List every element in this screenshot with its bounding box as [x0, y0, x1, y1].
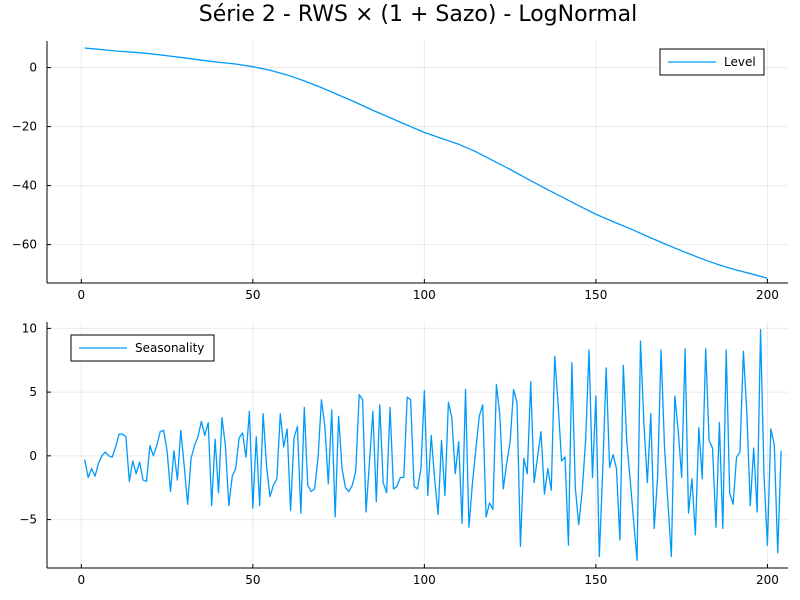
x-tick-label: 150 [584, 573, 607, 587]
y-tick-label: 5 [29, 385, 37, 399]
y-tick-label: −40 [12, 179, 37, 193]
y-tick-label: −20 [12, 120, 37, 134]
y-tick-label: 0 [29, 61, 37, 75]
x-tick-label: 0 [77, 288, 85, 302]
y-tick-label: −5 [19, 513, 37, 527]
legend-label: Level [724, 55, 756, 69]
level-panel: 0 50 100 150 200 0 −20 −40 −60 Level [12, 41, 788, 302]
x-tick-label: 100 [413, 288, 436, 302]
chart-title: Série 2 - RWS × (1 + Sazo) - LogNormal [199, 2, 638, 27]
x-tick-label: 100 [413, 573, 436, 587]
x-tick-label: 200 [756, 573, 779, 587]
y-tick-label: 0 [29, 449, 37, 463]
x-tick-label: 0 [77, 573, 85, 587]
legend: Seasonality [70, 334, 215, 362]
series-line-seasonality [84, 329, 782, 561]
legend: Level [659, 48, 765, 76]
x-tick-label: 150 [584, 288, 607, 302]
y-tick-label: 10 [22, 321, 37, 335]
series-line-level [84, 47, 768, 279]
x-tick-label: 50 [245, 288, 260, 302]
legend-label: Seasonality [135, 341, 204, 355]
x-tick-label: 200 [756, 288, 779, 302]
x-tick-label: 50 [245, 573, 260, 587]
y-tick-label: −60 [12, 238, 37, 252]
